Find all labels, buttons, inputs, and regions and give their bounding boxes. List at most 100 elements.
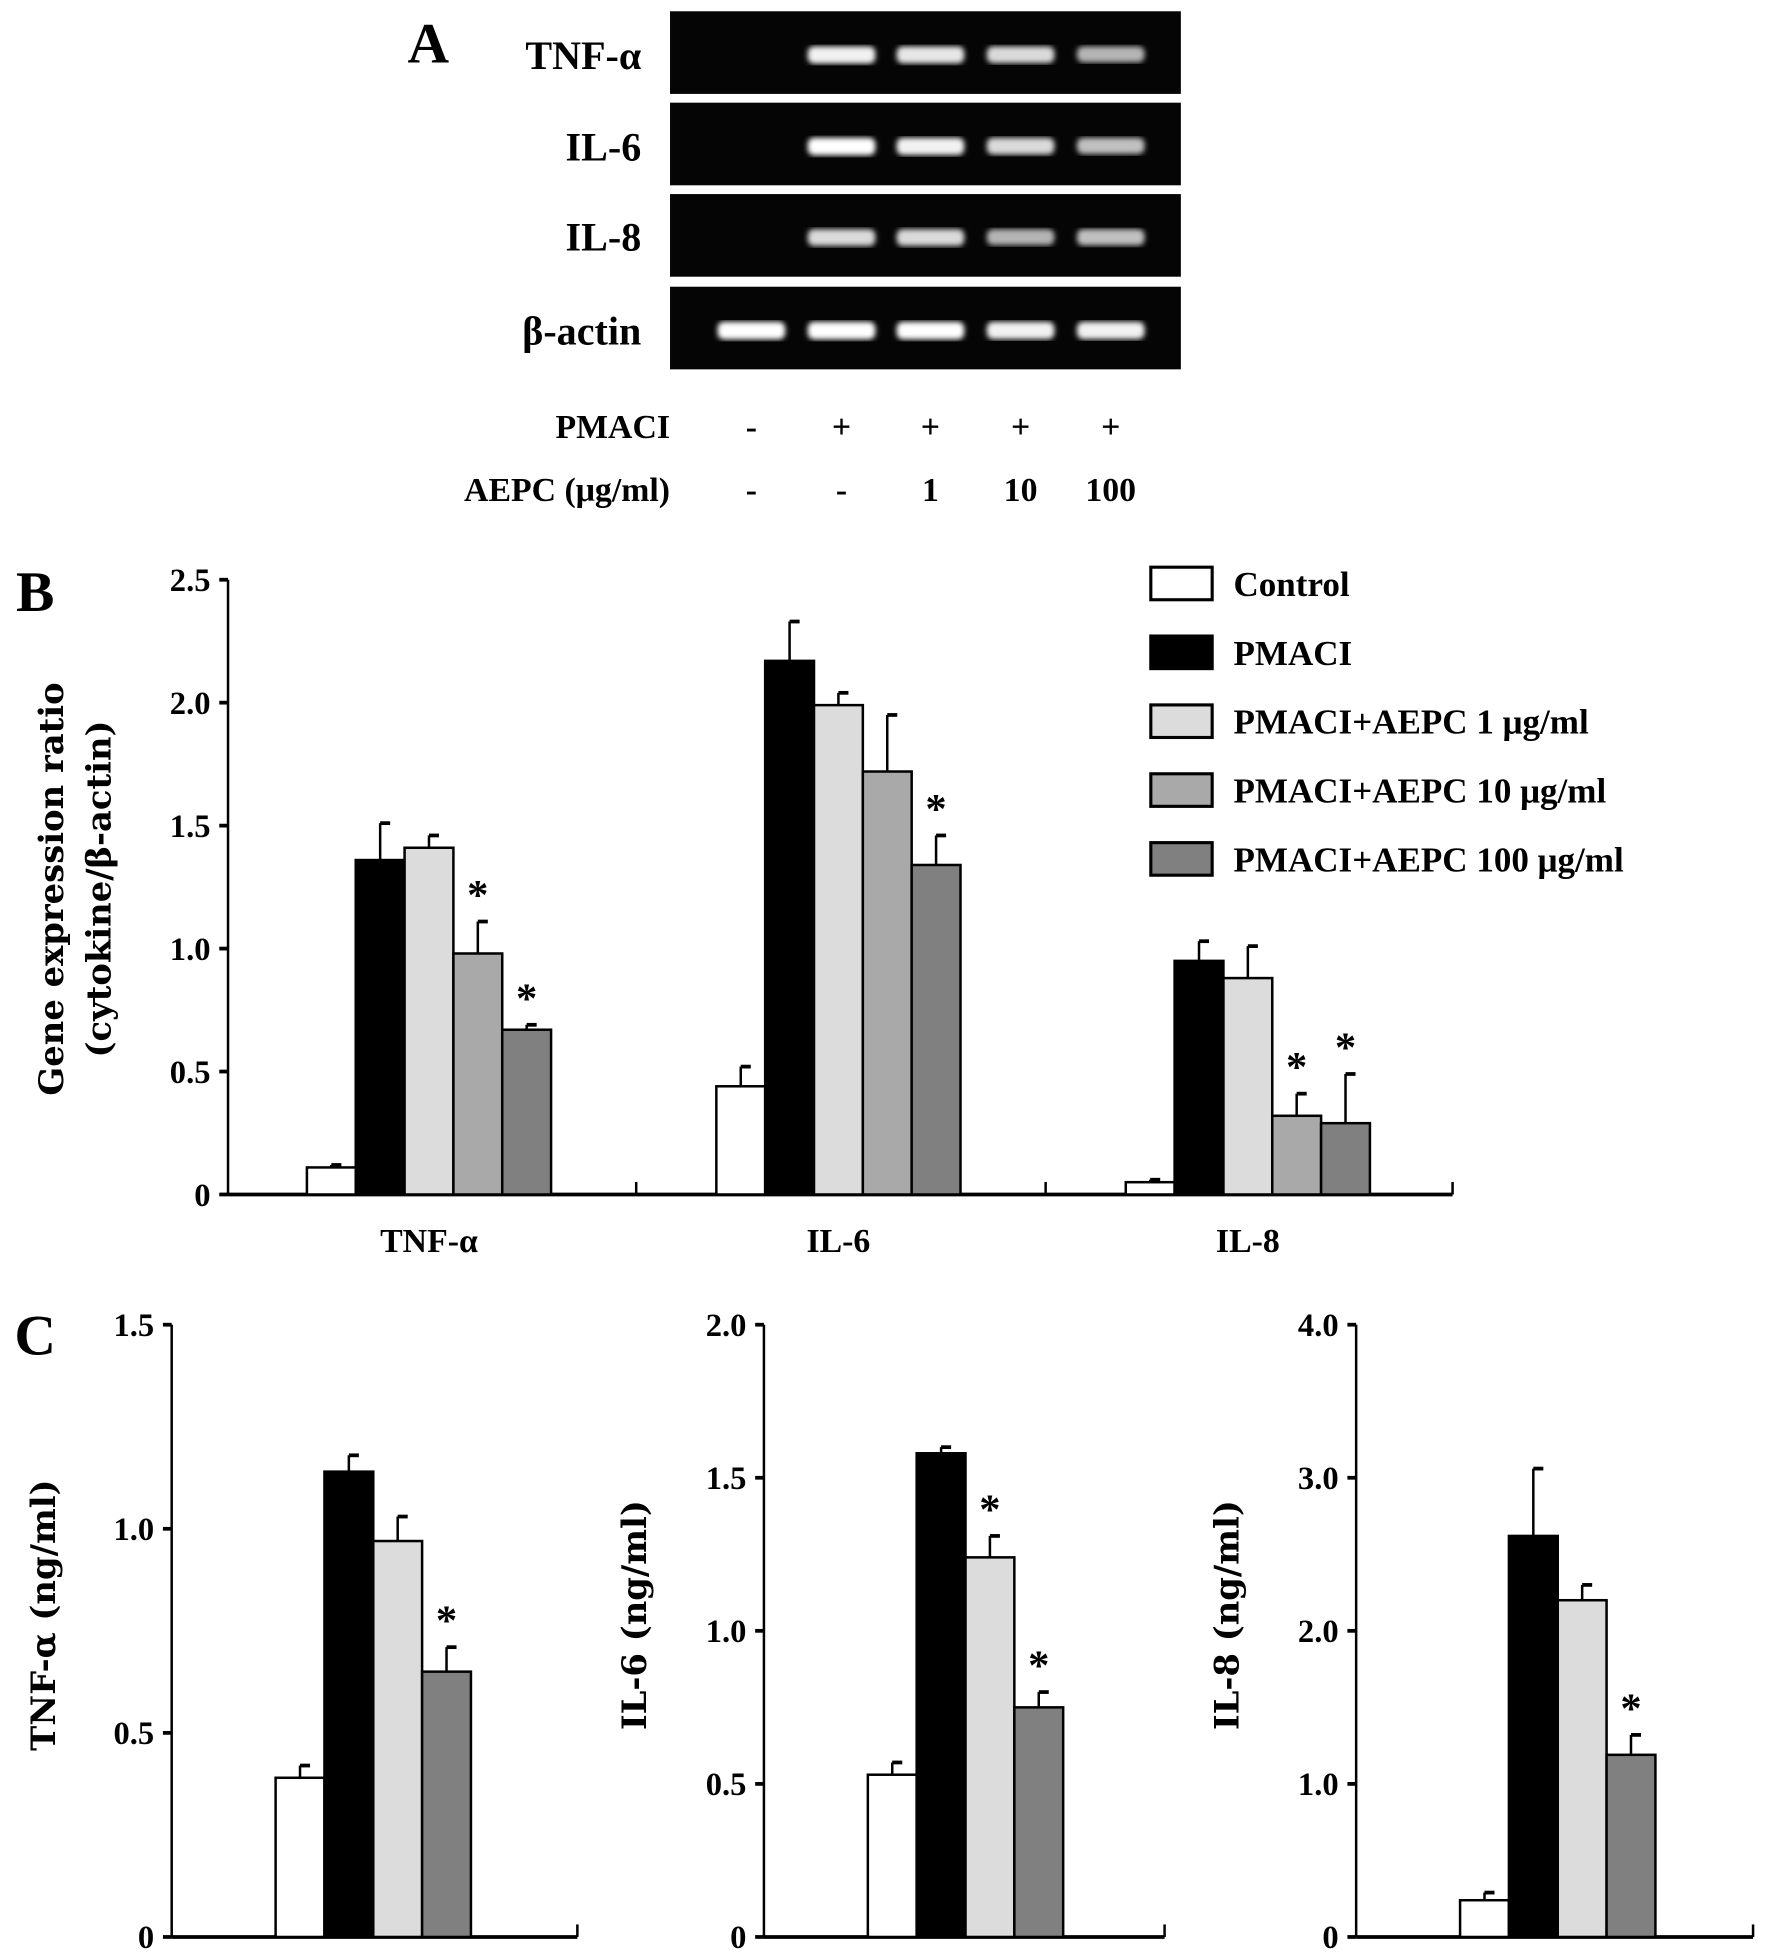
y-tick-label: 0.5	[113, 1716, 154, 1752]
gel-band	[717, 321, 786, 340]
bar	[372, 1539, 424, 1939]
bar	[812, 703, 865, 1196]
y-tick-label: 1.5	[170, 809, 211, 845]
bar	[1605, 1753, 1657, 1939]
bar	[354, 858, 406, 1196]
bar	[1556, 1598, 1608, 1939]
bar	[715, 1085, 767, 1196]
gel-band	[896, 229, 965, 246]
treatment-value: +	[832, 409, 851, 446]
treatment-value: 100	[1085, 472, 1136, 509]
y-tick-label: 0	[138, 1920, 154, 1956]
y-tick-label: 2.0	[706, 1308, 747, 1344]
chart-c-il6: 0 0.5 1.0 1.5 2.0 * *	[706, 1308, 1166, 1956]
panel-b-label: B	[16, 561, 54, 624]
significance-star: *	[1620, 1685, 1641, 1732]
bar	[1124, 1180, 1176, 1196]
bar	[910, 863, 962, 1196]
gel-band	[1076, 229, 1145, 246]
bar	[305, 1166, 357, 1196]
bar	[1507, 1534, 1559, 1939]
bar	[964, 1556, 1016, 1939]
panel-a-label: A	[408, 13, 450, 76]
bar	[323, 1470, 375, 1939]
bar	[763, 659, 816, 1196]
chart-c-tnf: 0 0.5 1.0 1.5 *	[113, 1308, 579, 1956]
bar	[500, 1028, 553, 1196]
significance-star: *	[925, 786, 946, 833]
gel-band	[986, 137, 1055, 155]
significance-star: *	[1286, 1044, 1307, 1091]
treatment-value: 1	[922, 472, 939, 509]
legend-label: Control	[1233, 565, 1349, 604]
significance-star: *	[979, 1486, 1000, 1533]
bar	[1173, 959, 1225, 1196]
treatment-value: +	[921, 409, 940, 446]
y-tick-label: 1.0	[1298, 1767, 1339, 1803]
gel-band	[896, 321, 965, 340]
significance-star: *	[516, 975, 537, 1022]
legend-swatch	[1149, 772, 1214, 808]
category-label: IL-8	[1216, 1223, 1280, 1260]
b-ylabel-line2: (cytokine/β-actin)	[78, 720, 118, 1057]
legend-swatch	[1149, 634, 1214, 671]
gel-images	[670, 11, 1181, 370]
panel-c: C TNF-α (ng/ml) IL-6 (ng/ml) IL-8 (ng/ml…	[14, 1305, 1755, 1956]
gel-label-il6: IL-6	[566, 124, 642, 169]
panel-a: A TNF-α IL-6 IL-8 β-actin PMACI AEPC (μg…	[408, 11, 1181, 509]
bar	[1319, 1121, 1372, 1196]
significance-star: *	[1335, 1024, 1356, 1071]
y-tick-label: 1.0	[170, 932, 211, 968]
gel-band	[807, 229, 876, 246]
bar	[452, 952, 504, 1196]
legend-swatch	[1149, 841, 1214, 877]
bar	[403, 846, 455, 1196]
treatment-value: 10	[1004, 472, 1038, 509]
c2-ylabel: IL-6 (ng/ml)	[614, 1500, 654, 1730]
treatment-values: - + + + + - - 1 10 100	[746, 409, 1136, 509]
chart-b: 0 0.5 1.0 1.5 2.0 2.5 * * TNF-α * IL-6 * * IL-8	[170, 563, 1454, 1260]
y-tick-label: 0	[730, 1920, 746, 1956]
gel-band	[807, 137, 876, 156]
y-tick-label: 0	[1322, 1920, 1338, 1956]
gel-band	[896, 46, 965, 64]
legend: Control PMACI PMACI+AEPC 1 μg/ml PMACI+AEPC…	[1149, 565, 1624, 879]
y-tick-label: 2.0	[170, 686, 211, 722]
treatment-label-pmaci: PMACI	[556, 409, 671, 446]
panel-c-label: C	[14, 1305, 56, 1368]
gel-band	[807, 46, 876, 64]
gel-band	[896, 137, 965, 156]
c3-ylabel: IL-8 (ng/ml)	[1206, 1500, 1246, 1730]
y-tick-label: 2.5	[170, 563, 211, 599]
legend-swatch	[1149, 565, 1214, 602]
y-tick-label: 4.0	[1298, 1308, 1339, 1344]
treatment-value: -	[746, 409, 757, 446]
bar	[1013, 1706, 1065, 1939]
y-tick-label: 2.0	[1298, 1614, 1339, 1650]
treatment-value: -	[746, 472, 757, 509]
bar	[1222, 976, 1274, 1196]
legend-label: PMACI+AEPC 10 μg/ml	[1233, 772, 1606, 811]
category-label: IL-6	[806, 1223, 870, 1260]
gel-label-tnf: TNF-α	[525, 33, 641, 78]
gel-band	[986, 321, 1055, 340]
treatment-value: +	[1011, 409, 1030, 446]
category-label: TNF-α	[380, 1223, 478, 1260]
y-tick-label: 3.0	[1298, 1461, 1339, 1497]
legend-label: PMACI+AEPC 1 μg/ml	[1233, 703, 1588, 742]
gel-band	[807, 321, 876, 340]
legend-label: PMACI	[1233, 634, 1352, 673]
y-tick-label: 1.5	[113, 1308, 154, 1344]
y-tick-label: 1.5	[706, 1461, 747, 1497]
bar	[1458, 1898, 1511, 1939]
bar	[274, 1776, 326, 1939]
bar	[1271, 1114, 1323, 1196]
gel-band	[1076, 46, 1145, 63]
b-ylabel-line1: Gene expression ratio	[31, 682, 71, 1095]
y-tick-label: 1.0	[113, 1512, 154, 1548]
treatment-label-aepc: AEPC (μg/ml)	[464, 472, 670, 509]
panel-b: B Gene expression ratio (cytokine/β-acti…	[16, 561, 1624, 1260]
y-tick-label: 0.5	[170, 1055, 211, 1091]
gel-band	[1076, 321, 1145, 340]
